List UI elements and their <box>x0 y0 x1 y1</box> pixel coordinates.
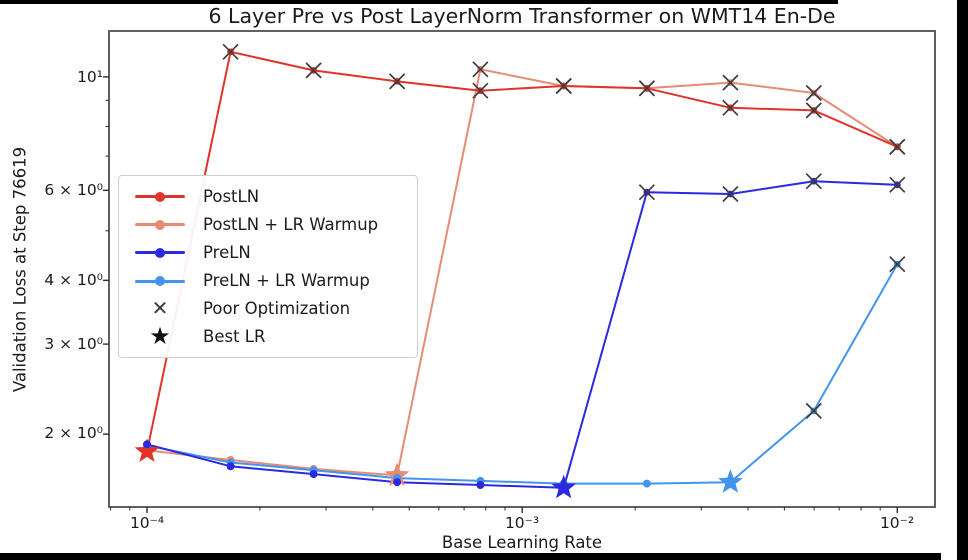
legend-item-poor-optimization: ✕ Poor Optimization <box>129 295 407 322</box>
legend-label: PreLN + LR Warmup <box>203 271 370 291</box>
data-point-dot <box>226 462 235 471</box>
data-point-dot <box>393 478 402 487</box>
legend-item-postln-warmup: PostLN + LR Warmup <box>129 211 407 238</box>
data-point-dot <box>309 470 318 479</box>
legend-line-dot-swatch <box>129 211 191 238</box>
poor-optimization-x-marker <box>472 61 489 78</box>
legend-label: PostLN <box>203 186 260 206</box>
legend-label: Poor Optimization <box>203 299 351 319</box>
legend-line-dot-swatch <box>129 239 191 266</box>
y-tick-label-4: 4 × 10⁰ <box>44 271 103 289</box>
letterbox-bar-right <box>957 0 968 560</box>
x-axis-label: Base Learning Rate <box>441 533 603 552</box>
letterbox-bar-top <box>0 0 838 4</box>
poor-optimization-x-marker <box>889 176 906 193</box>
x-tick-label-1e-3: 10⁻³ <box>504 514 540 532</box>
star-marker-icon: ★ <box>149 322 171 351</box>
poor-optimization-x-marker <box>555 77 572 95</box>
poor-optimization-x-marker <box>805 84 822 102</box>
legend-item-preln: PreLN <box>129 239 407 266</box>
best-lr-star-marker <box>551 474 576 499</box>
data-point-dot <box>476 481 485 489</box>
legend-item-best-lr: ★ Best LR <box>129 323 407 350</box>
letterbox-bar-bottom <box>0 553 941 560</box>
best-lr-star-marker <box>134 438 160 462</box>
data-point-dot <box>642 479 651 488</box>
legend-line-dot-swatch <box>129 183 191 210</box>
legend-box: PostLN PostLN + LR Warmup PreLN PreLN + … <box>118 175 418 358</box>
legend-label: Best LR <box>203 327 266 347</box>
y-tick-label-3: 3 × 10⁰ <box>44 335 103 353</box>
data-point-dot <box>143 440 151 449</box>
poor-optimization-x-marker <box>388 73 406 90</box>
poor-optimization-x-marker <box>638 80 656 97</box>
poor-optimization-x-marker <box>722 99 739 116</box>
legend-label: PreLN <box>203 242 251 262</box>
poor-optimization-x-marker <box>805 173 822 190</box>
legend-item-preln-warmup: PreLN + LR Warmup <box>129 267 407 294</box>
poor-optimization-x-marker <box>222 43 239 60</box>
poor-optimization-x-marker <box>889 138 906 155</box>
best-lr-star-marker <box>718 469 743 493</box>
series-line-preln-lr-warmup <box>146 263 899 485</box>
series-line-preln <box>146 180 898 489</box>
legend-item-postln: PostLN <box>129 183 407 210</box>
x-tick-label-1e-2: 10⁻² <box>879 514 915 532</box>
poor-optimization-x-marker <box>722 185 739 203</box>
x-marker-icon: ✕ <box>151 296 169 321</box>
legend-line-dot-swatch <box>129 267 191 294</box>
series-line-postln-lr-warmup <box>146 68 898 477</box>
y-tick-label-10: 10¹ <box>77 68 103 86</box>
poor-optimization-x-marker <box>805 402 822 420</box>
poor-optimization-x-marker <box>472 82 489 99</box>
series-line-postln <box>146 50 898 452</box>
poor-optimization-x-marker <box>805 102 822 119</box>
x-tick-label-1e-4: 10⁻⁴ <box>129 514 165 532</box>
y-tick-label-2: 2 × 10⁰ <box>44 424 103 442</box>
poor-optimization-x-marker <box>722 74 739 91</box>
poor-optimization-x-marker <box>638 184 656 201</box>
legend-label: PostLN + LR Warmup <box>203 214 379 234</box>
y-tick-label-6: 6 × 10⁰ <box>44 181 103 199</box>
chart-title: 6 Layer Pre vs Post LayerNorm Transforme… <box>208 4 836 28</box>
poor-optimization-x-marker <box>889 256 906 273</box>
poor-optimization-x-marker <box>305 62 322 79</box>
